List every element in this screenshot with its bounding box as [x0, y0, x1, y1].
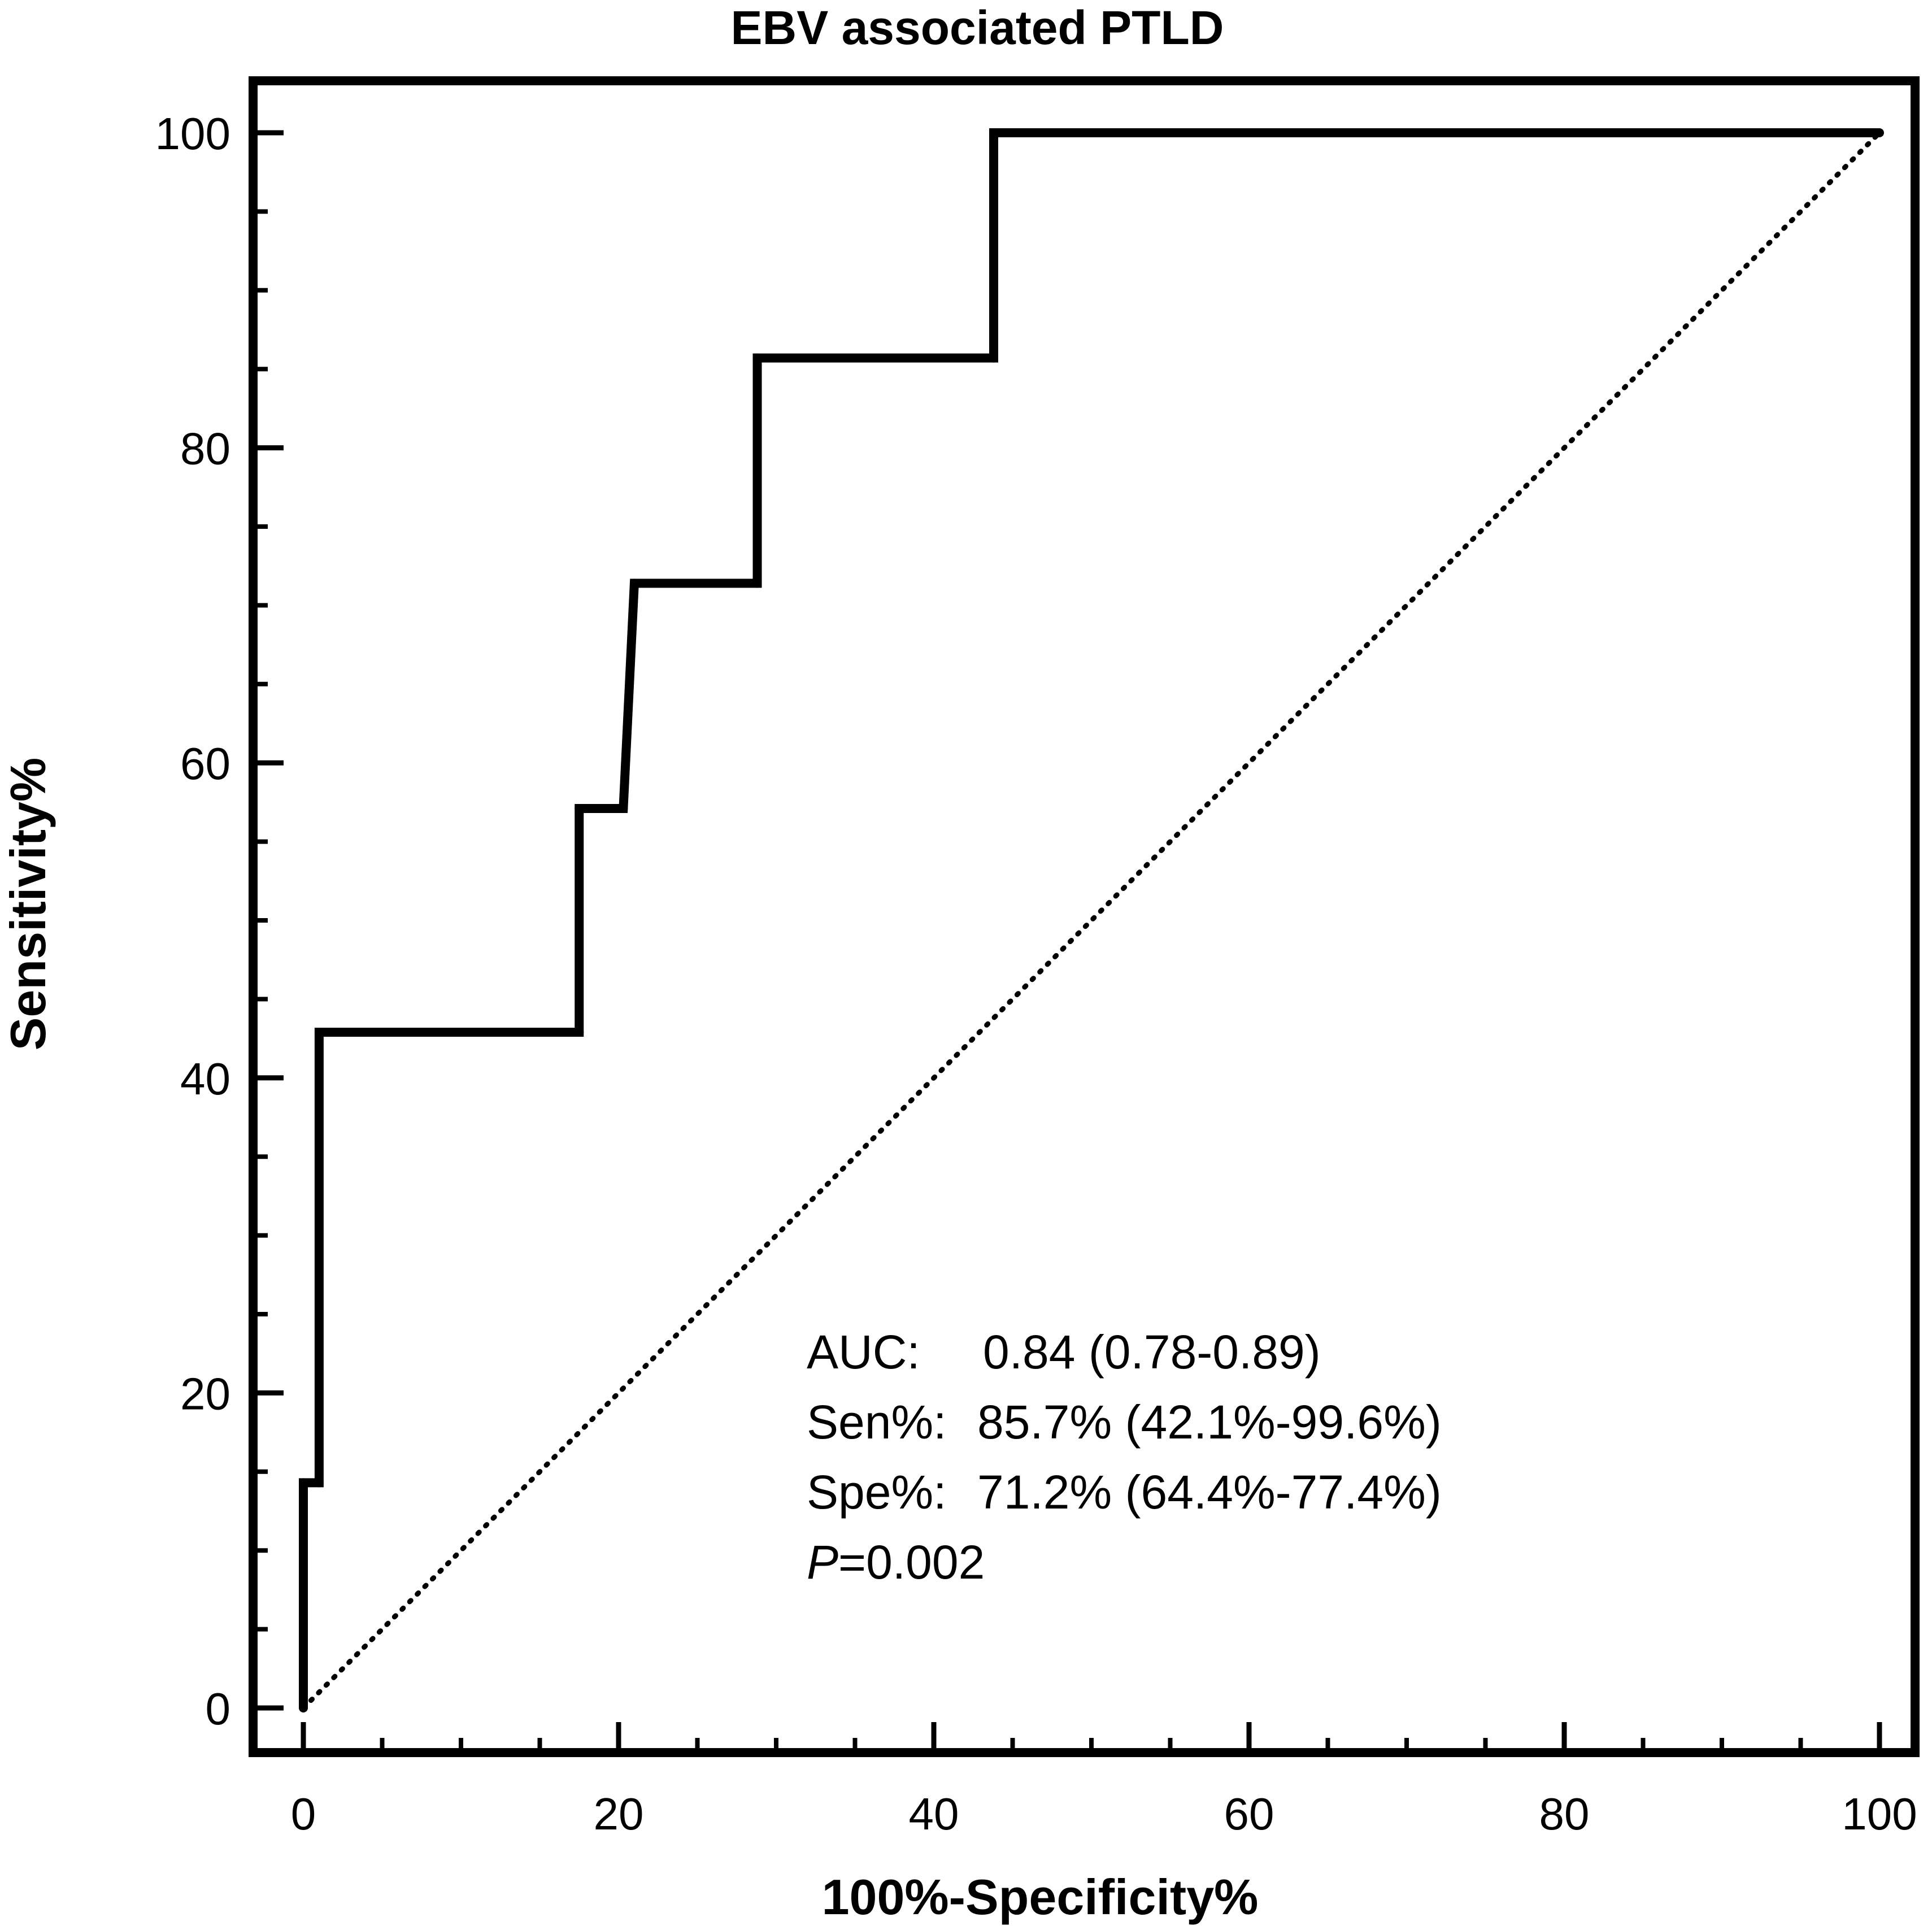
roc-point	[314, 1478, 324, 1488]
roc-point	[1875, 128, 1884, 137]
roc-point	[989, 353, 999, 363]
y-tick-label: 100	[155, 108, 230, 159]
sen-value: 85.7% (42.1%-99.6%)	[977, 1396, 1442, 1449]
roc-point	[752, 353, 762, 363]
y-tick-label: 20	[180, 1368, 230, 1419]
y-tick-label: 0	[206, 1684, 231, 1734]
sen-label: Sen%:	[807, 1396, 947, 1449]
y-axis-label: Sensitivity%	[0, 758, 56, 1050]
auc-label: AUC:	[807, 1325, 920, 1379]
p-value: P=0.002	[807, 1536, 985, 1589]
x-axis-label: 100%-Specificity%	[822, 1869, 1259, 1925]
x-tick-label: 60	[1224, 1789, 1274, 1839]
roc-point	[619, 804, 628, 814]
x-tick-label: 40	[909, 1789, 959, 1839]
roc-point	[575, 804, 584, 814]
y-tick-label: 40	[180, 1054, 230, 1104]
p-value-number: =0.002	[838, 1536, 985, 1589]
y-tick-label: 60	[180, 738, 230, 789]
reference-diagonal-line	[301, 130, 1882, 1711]
roc-point	[752, 579, 762, 588]
stats-annotation: AUC: 0.84 (0.78-0.89) Sen%: 85.7% (42.1%…	[807, 1325, 1442, 1589]
roc-point	[299, 1478, 308, 1488]
roc-point	[299, 1703, 308, 1712]
roc-point	[575, 1027, 584, 1037]
roc-point	[629, 579, 639, 588]
spe-label: Spe%:	[807, 1466, 947, 1519]
y-tick-label: 80	[180, 424, 230, 474]
x-tick-label: 0	[291, 1789, 316, 1839]
roc-point	[314, 1027, 324, 1037]
p-letter: P	[807, 1536, 838, 1589]
x-tick-label: 20	[594, 1789, 644, 1839]
chart-title: EBV associated PTLD	[731, 1, 1224, 54]
plot-frame	[249, 76, 1920, 1757]
auc-value: 0.84 (0.78-0.89)	[983, 1325, 1321, 1379]
axis-ticks	[253, 130, 1882, 1753]
axis-tick-labels: 0 20 40 60 80 100 0 20 40 60 80 100	[155, 108, 1917, 1839]
spe-value: 71.2% (64.4%-77.4%)	[977, 1466, 1442, 1519]
x-tick-label: 80	[1539, 1789, 1590, 1839]
roc-point	[989, 128, 999, 137]
roc-curve-points	[299, 128, 1884, 1712]
x-tick-label: 100	[1842, 1789, 1917, 1839]
